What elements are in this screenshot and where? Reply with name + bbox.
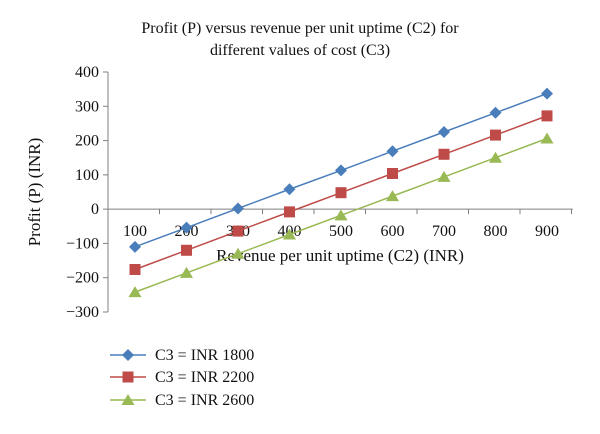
y-tick-label: −100 — [66, 235, 99, 252]
series-2-point — [490, 129, 501, 141]
x-tick-label: 700 — [432, 223, 456, 240]
y-axis-label: Profit (P) (INR) — [25, 138, 44, 247]
x-tick-label: 600 — [381, 223, 405, 240]
chart-title-line-2: different values of cost (C3) — [209, 42, 391, 59]
series-1-point — [386, 145, 399, 158]
series-3-point — [437, 170, 451, 182]
legend-label-2: C3 = INR 2200 — [155, 369, 254, 386]
series-2-point — [438, 148, 450, 160]
series-1-point — [489, 106, 502, 119]
series-3-point — [540, 132, 554, 144]
series-2-point — [541, 110, 553, 122]
series-2-point — [181, 244, 192, 256]
series-1-point — [283, 183, 296, 196]
chart-title: Profit (P) versus revenue per unit uptim… — [0, 18, 600, 62]
series-3-point — [386, 190, 399, 202]
series-1-point — [335, 164, 347, 177]
series-2-point — [232, 225, 244, 237]
series-3-point — [231, 247, 245, 259]
series-1-point — [438, 126, 450, 138]
series-1-point — [129, 240, 141, 253]
y-tick-label: −200 — [66, 270, 99, 287]
legend-marker-1 — [122, 349, 134, 361]
legend-marker-3 — [121, 394, 135, 405]
y-tick-label: 100 — [75, 167, 99, 184]
series-2-point — [335, 187, 347, 199]
series-3-point — [128, 286, 142, 298]
x-tick-label: 900 — [535, 223, 559, 240]
y-tick-label: 0 — [91, 201, 99, 218]
series-2-point — [284, 206, 295, 218]
series-3-point — [180, 266, 193, 278]
x-tick-label: 500 — [329, 223, 353, 240]
y-tick-label: 200 — [75, 133, 99, 150]
series-1-point — [541, 87, 553, 100]
x-tick-label: 800 — [484, 223, 508, 240]
series-3-point — [334, 209, 348, 221]
series-1-point — [180, 221, 193, 234]
legend-marker-2 — [122, 371, 134, 383]
series-3-point — [489, 151, 502, 163]
y-tick-label: −300 — [66, 304, 99, 321]
y-tick-label: 400 — [75, 64, 99, 81]
chart-title-line-1: Profit (P) versus revenue per unit uptim… — [141, 20, 459, 37]
series-1-point — [232, 202, 244, 215]
y-tick-label: 300 — [75, 98, 99, 115]
legend-label-1: C3 = INR 1800 — [155, 347, 254, 364]
series-2-point — [129, 263, 141, 275]
x-axis-label: Revenue per unit uptime (C2) (INR) — [216, 246, 464, 265]
legend-label-3: C3 = INR 2600 — [155, 392, 254, 409]
series-2-point — [387, 167, 398, 179]
x-tick-label: 100 — [123, 223, 147, 240]
series-3-point — [283, 228, 296, 240]
